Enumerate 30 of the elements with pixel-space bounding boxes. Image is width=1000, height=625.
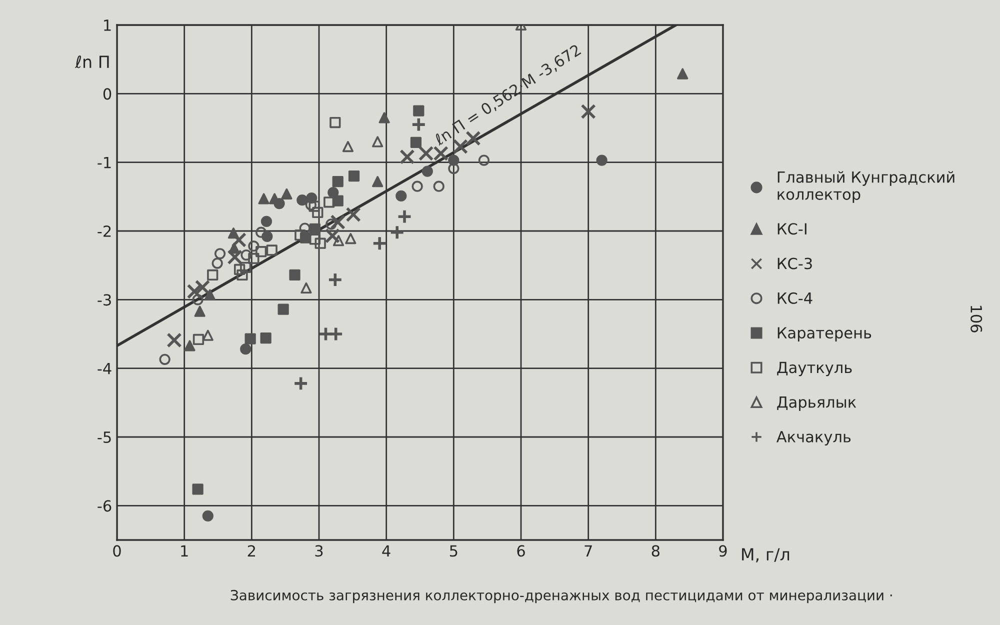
legend-label: Дарьялык [777, 396, 856, 411]
legend-label: Дауткуль [777, 362, 852, 376]
y-tick-label: 1 [104, 20, 111, 31]
y-tick-label: -6 [98, 500, 112, 512]
x-tick-label: 9 [719, 545, 727, 557]
x-tick-label: 8 [652, 545, 660, 557]
legend-label: Каратерень [778, 327, 872, 342]
y-tick-label: -5 [98, 432, 111, 444]
y-axis-title: ℓn П [74, 56, 109, 68]
x-tick-label: 7 [584, 545, 592, 556]
y-tick-label: -2 [98, 225, 111, 237]
y-tick-label: 0 [103, 88, 112, 100]
legend-label: Акчакуль [776, 431, 851, 446]
x-axis-title: M, г/л [742, 548, 790, 562]
y-tick-label: -1 [98, 157, 111, 168]
x-tick-label: 1 [181, 545, 188, 556]
text: 106 [970, 306, 982, 332]
legend-label: КС-4 [778, 292, 812, 304]
legend-label: Главный Кунградский коллектор [778, 171, 954, 203]
x-tick-label: 2 [248, 545, 255, 556]
y-tick-label: -4 [98, 363, 112, 374]
x-tick-label: 0 [113, 545, 121, 557]
x-tick-label: 4 [382, 545, 390, 556]
x-tick-label: 5 [450, 545, 458, 557]
x-tick-label: 3 [315, 545, 323, 557]
legend-label: КС-I [778, 223, 806, 235]
legend-label: КС-3 [778, 258, 812, 270]
text: Зависимость загрязнения коллекторно-дренажных вод пестицидами от минерализации · [230, 590, 892, 604]
y-tick-label: -3 [98, 294, 111, 306]
x-tick-label: 6 [517, 545, 525, 557]
